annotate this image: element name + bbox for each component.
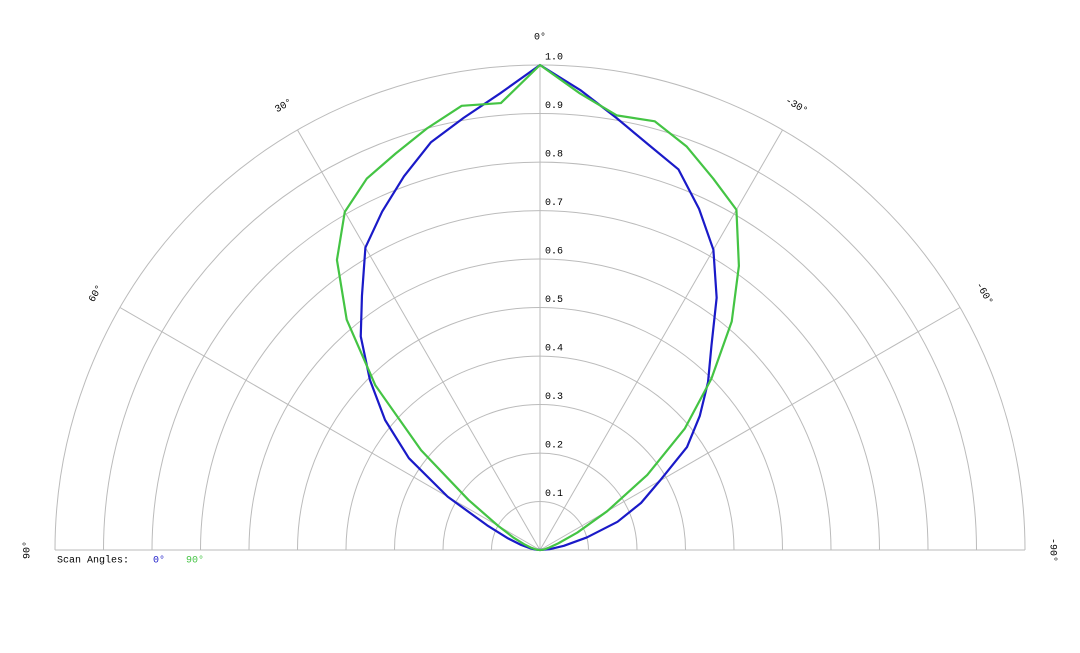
r-tick-label: 0.8: [545, 150, 563, 161]
grid-spoke: [539, 129, 783, 551]
r-tick-label: 0.1: [545, 489, 563, 500]
legend-entry: 90°: [186, 555, 204, 567]
grid-spoke: [297, 129, 541, 551]
r-tick-label: 0.3: [545, 392, 563, 403]
theta-tick-label: -90°: [1046, 538, 1058, 562]
theta-tick-label: 60°: [87, 283, 106, 305]
r-tick-label: 0.4: [545, 344, 563, 355]
theta-tick-label: -60°: [973, 280, 995, 307]
r-tick-label: 0.5: [545, 295, 563, 306]
r-tick-label: 0.9: [545, 101, 563, 112]
theta-tick-label: 0°: [534, 32, 546, 44]
theta-tick-label: -30°: [783, 95, 810, 117]
theta-tick-label: 90°: [22, 541, 34, 559]
legend-entry: 0°: [153, 555, 165, 567]
r-tick-label: 0.6: [545, 247, 563, 258]
legend-title: Scan Angles:: [57, 555, 129, 567]
r-tick-label: 0.2: [545, 441, 563, 452]
r-tick-label: 0.7: [545, 198, 563, 209]
grid-spoke: [119, 307, 541, 551]
theta-tick-label: 30°: [273, 97, 295, 116]
series-line: [335, 63, 740, 552]
r-tick-label: 1.0: [545, 53, 563, 64]
